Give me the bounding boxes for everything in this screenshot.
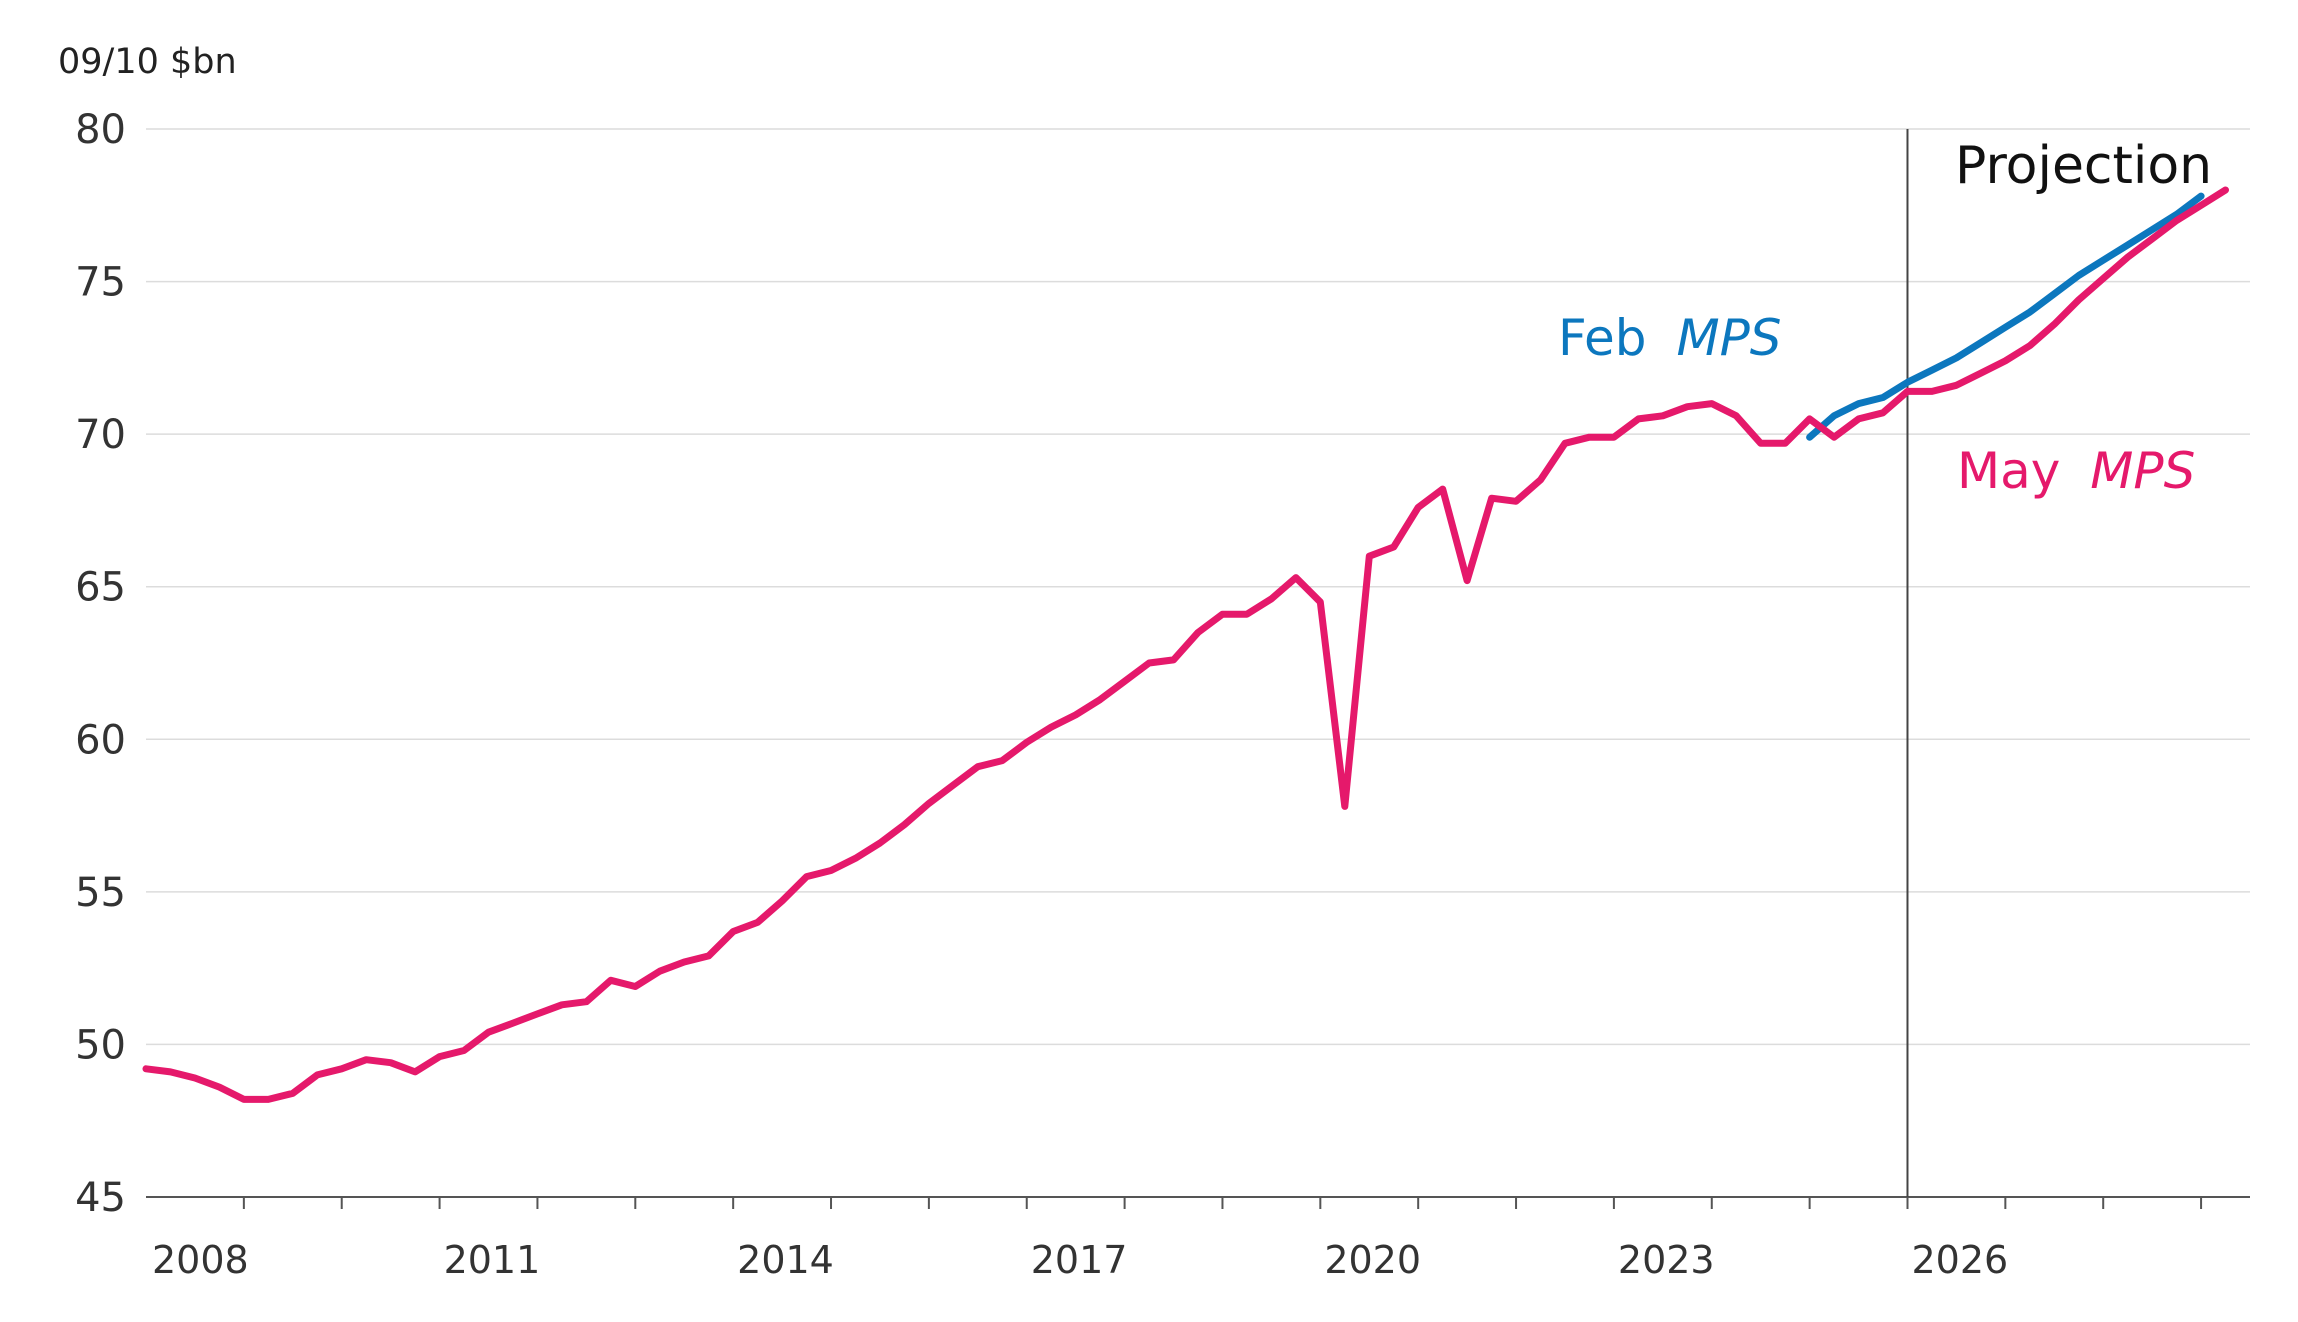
y-axis-unit-label: 09/10 $bn [58, 42, 237, 82]
may-series-label-name: May [1957, 442, 2060, 500]
y-tick-label-60: 60 [75, 717, 126, 763]
x-tick-label-2014: 2014 [737, 1238, 834, 1282]
axes: 45 50 55 60 65 70 75 80 2008 2011 2014 2017 2020 2023… [75, 107, 2250, 1282]
y-tick-label-50: 50 [75, 1022, 126, 1068]
feb-series-label-name: Feb [1558, 309, 1647, 367]
x-tick-label-2026: 2026 [1911, 1238, 2008, 1282]
y-tick-label-45: 45 [75, 1175, 126, 1221]
y-tick-label-65: 65 [75, 565, 126, 611]
x-tick-label-2008: 2008 [152, 1238, 249, 1282]
series-lines [142, 186, 2229, 1103]
gridlines [146, 128, 2250, 1046]
projection-label: Projection [1955, 136, 2212, 196]
y-tick-label-75: 75 [75, 260, 126, 306]
x-tick-label-2011: 2011 [444, 1238, 541, 1282]
series-line-feb [1806, 192, 2205, 441]
y-tick-label-70: 70 [75, 412, 126, 458]
may-series-label: May MPS [1957, 442, 2195, 500]
may-series-label-emphasis: MPS [2090, 442, 2195, 500]
x-tick-label-2017: 2017 [1031, 1238, 1128, 1282]
feb-series-label: Feb MPS [1558, 309, 1781, 367]
y-tick-label-80: 80 [75, 107, 126, 153]
y-tick-label-55: 55 [75, 870, 126, 916]
series-line-may [142, 186, 2229, 1103]
feb-series-label-emphasis: MPS [1676, 309, 1781, 367]
x-tick-label-2020: 2020 [1324, 1238, 1421, 1282]
x-tick-label-2023: 2023 [1618, 1238, 1715, 1282]
